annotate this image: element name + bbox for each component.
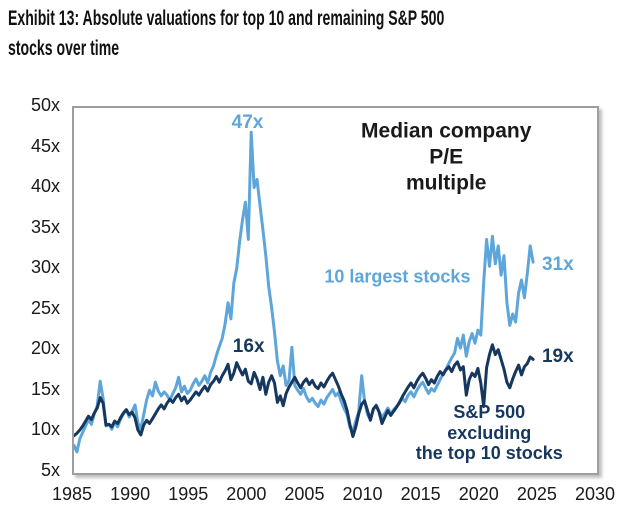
x-axis-tick-label: 2025 — [516, 484, 557, 504]
y-axis-tick-label: 45x — [30, 135, 60, 156]
exhibit-title: Exhibit 13: Absolute valuations for top … — [8, 7, 445, 60]
x-axis-tick-label: 2000 — [226, 484, 267, 504]
series-line-s-p-500-excluding-the-top-10-stocks — [74, 343, 535, 438]
x-axis-tick-label: 1990 — [110, 484, 151, 504]
plot-area — [72, 106, 599, 475]
y-axis-tick-label: 25x — [30, 297, 60, 318]
callout-16x: 16x — [232, 335, 265, 357]
y-axis-tick-label: 10x — [30, 419, 60, 440]
y-axis-tick-label: 50x — [30, 95, 60, 115]
x-axis-tick-label: 2020 — [458, 484, 499, 504]
x-axis-tick-label: 2015 — [400, 484, 441, 504]
y-axis-tick-label: 5x — [40, 460, 60, 480]
x-axis-tick-label: 2010 — [342, 484, 383, 504]
x-axis-tick-label: 1995 — [168, 484, 209, 504]
series-label-s-p-500-excluding-the-top-10-stocks: S&P 500 excluding the top 10 stocks — [415, 401, 563, 464]
y-axis-tick-label: 35x — [30, 216, 60, 237]
series-label-10-largest-stocks: 10 largest stocks — [324, 266, 471, 287]
x-axis-tick-label: 1985 — [51, 484, 93, 504]
y-axis-tick-label: 30x — [30, 257, 60, 278]
series-line-10-largest-stocks — [74, 130, 535, 454]
y-axis-tick-label: 40x — [30, 176, 60, 197]
callout-47x: 47x — [231, 112, 264, 134]
callout-19x: 19x — [541, 345, 574, 367]
y-axis-tick-label: 15x — [30, 378, 60, 399]
chart-inner-title: Median company P/E multiple — [361, 119, 532, 196]
x-axis-tick-label: 2030 — [574, 484, 616, 504]
y-axis-tick-label: 20x — [30, 338, 60, 359]
callout-31x: 31x — [541, 254, 574, 276]
x-axis-tick-label: 2005 — [284, 484, 325, 504]
plot-canvas — [74, 130, 535, 454]
